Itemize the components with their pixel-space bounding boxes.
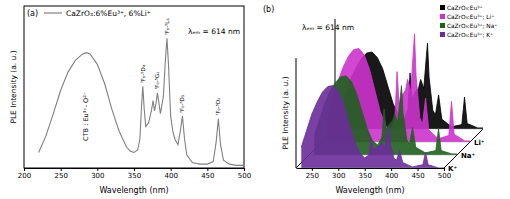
subtitle: λₑₘ = 614 nm xyxy=(188,27,240,36)
chart-svg: 200 250 300 350 400 450 500 (a) CaZrO₃:6%Eu³⁺, 6… xyxy=(0,0,510,199)
x-tick-label: 450 xyxy=(411,172,424,180)
x-tick: 300 xyxy=(332,168,345,180)
subtitle: λₑₘ = 614 nm xyxy=(302,23,354,32)
x-tick-label: 500 xyxy=(438,172,451,180)
x-tick: 200 xyxy=(18,168,31,180)
x-tick: 400 xyxy=(385,168,398,180)
panel: Li⁺Na⁺K⁺250300350400450500(b)λₑₘ = 614 n… xyxy=(263,5,497,195)
x-tick-mark xyxy=(61,168,62,171)
legend-swatch xyxy=(440,32,445,37)
series-line xyxy=(301,86,444,169)
x-tick-mark xyxy=(171,168,172,171)
x-tick-mark xyxy=(418,168,419,171)
x-tick-label: 250 xyxy=(54,172,67,180)
x-tick-label: 250 xyxy=(306,172,319,180)
x-tick-mark xyxy=(312,168,313,171)
x-axis-title: Wavelength (nm) xyxy=(335,186,404,195)
x-tick: 400 xyxy=(164,168,177,180)
x-tick-label: 300 xyxy=(332,172,345,180)
x-tick-mark xyxy=(338,168,339,171)
x-tick-label: 400 xyxy=(164,172,177,180)
x-tick-label: 450 xyxy=(201,172,214,180)
x-tick-label: 400 xyxy=(385,172,398,180)
x-tick: 300 xyxy=(91,168,104,180)
y-axis-title: PLE Intensity (a. u.) xyxy=(9,50,18,123)
x-tick-label: 350 xyxy=(359,172,372,180)
legend-swatch xyxy=(440,5,445,10)
x-axis-title: Wavelength (nm) xyxy=(99,186,168,195)
x-tick: 250 xyxy=(54,168,67,180)
figure: 200 250 300 350 400 450 500 (a) CaZrO₃:6%Eu³⁺, 6… xyxy=(0,0,510,199)
x-tick: 250 xyxy=(306,168,319,180)
transition-label: ⁷F₀-⁵D₄ xyxy=(140,64,146,83)
legend-label: CaZrO₃:Eu³⁺; K⁺ xyxy=(447,32,493,38)
legend-swatch xyxy=(440,23,445,28)
legend-label: CaZrO₃:Eu³⁺; Li⁺ xyxy=(447,14,494,20)
y-axis-line xyxy=(296,58,297,168)
x-tick: 500 xyxy=(238,168,251,180)
x-tick-label: 200 xyxy=(18,172,31,180)
x-tick-mark xyxy=(24,168,25,171)
legend-swatch xyxy=(440,14,445,19)
x-tick-label: 300 xyxy=(91,172,104,180)
depth-label: Na⁺ xyxy=(461,152,476,160)
transition-label: ⁷F₀-⁵G₂ xyxy=(154,72,160,90)
depth-label: Li⁺ xyxy=(474,139,485,147)
band-label: CTB : Eu³⁺- O²⁻ xyxy=(82,92,90,141)
transition-label: ⁷F₀-⁵D₂ xyxy=(215,98,221,116)
chart-title: (a) xyxy=(27,9,38,18)
x-tick-mark xyxy=(244,168,245,171)
legend-swatch xyxy=(44,12,62,13)
series-line xyxy=(39,38,244,165)
transition-label: ⁷F₀-⁵L₆ xyxy=(164,18,170,36)
y-axis-title: PLE Intensity (a. u.) xyxy=(281,76,290,149)
panel: 200 250 300 350 400 450 500 (a) CaZrO₃:6%Eu³⁺, 6… xyxy=(9,6,251,195)
plot-frame xyxy=(24,6,244,168)
plot-marks xyxy=(39,38,244,165)
x-axis-line xyxy=(297,168,445,169)
x-tick-mark xyxy=(134,168,135,171)
plot-marks xyxy=(301,86,444,169)
x-tick-mark xyxy=(444,168,445,171)
x-tick: 450 xyxy=(201,168,214,180)
transition-label: ⁷F₀-⁵D₃ xyxy=(179,95,185,113)
x-axis: 250 300 350 400 450 500 xyxy=(297,168,452,180)
x-tick-mark xyxy=(97,168,98,171)
x-axis: 200 250 300 350 400 450 500 xyxy=(18,168,251,180)
x-tick: 500 xyxy=(438,168,451,180)
series-area xyxy=(301,86,444,169)
slice-baseline xyxy=(296,168,444,169)
legend-label: CaZrO₃:Eu³⁺; Na⁺ xyxy=(447,23,497,29)
x-tick-mark xyxy=(391,168,392,171)
x-tick: 350 xyxy=(128,168,141,180)
legend-label: CaZrO₃:Eu³⁺ xyxy=(447,5,483,11)
chart-title: (b) xyxy=(263,5,274,14)
legend-label: CaZrO₃:6%Eu³⁺, 6%Li⁺ xyxy=(66,9,151,18)
x-tick: 350 xyxy=(359,168,372,180)
x-tick-mark xyxy=(207,168,208,171)
x-tick-label: 500 xyxy=(238,172,251,180)
x-tick-label: 350 xyxy=(128,172,141,180)
x-tick-mark xyxy=(365,168,366,171)
x-tick: 450 xyxy=(411,168,424,180)
